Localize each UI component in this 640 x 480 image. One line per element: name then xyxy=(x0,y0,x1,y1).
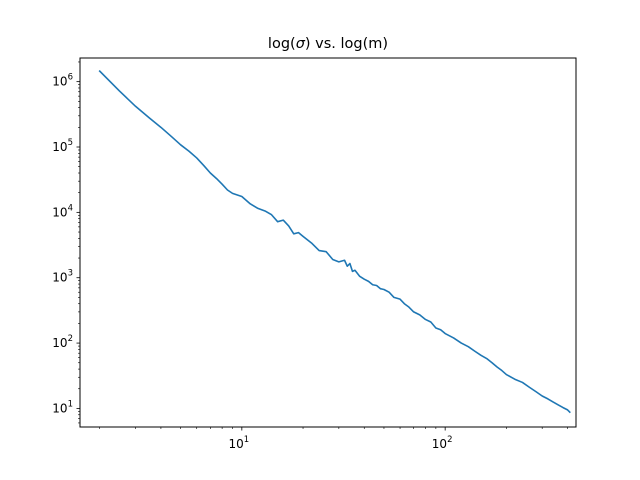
x-tick-label: 102 xyxy=(432,435,453,451)
y-tick-label: 104 xyxy=(52,203,73,219)
y-tick-label: 105 xyxy=(52,138,73,154)
y-tick-label: 103 xyxy=(52,269,73,285)
axes-frame xyxy=(79,57,577,428)
plot-area xyxy=(79,57,577,428)
y-tick-label: 101 xyxy=(52,399,73,415)
y-tick-label: 102 xyxy=(52,334,73,350)
y-axis: 101 102 103 104 105 106 xyxy=(52,61,80,424)
chart-title: log(σ) vs. log(m) xyxy=(268,36,388,52)
y-tick-label: 106 xyxy=(52,73,73,89)
x-tick-label: 101 xyxy=(228,435,249,451)
series-line xyxy=(98,69,571,414)
x-axis: 101 102 xyxy=(99,427,568,451)
